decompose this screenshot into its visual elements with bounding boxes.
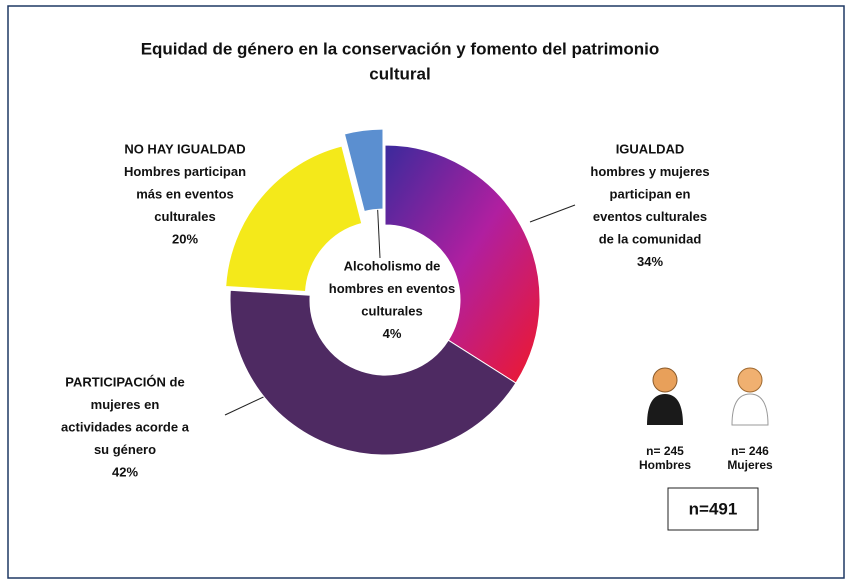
value-label: 20% — [172, 231, 198, 246]
slice-label: NO HAY IGUALDAD — [124, 141, 245, 156]
slice-label: Hombres participan — [124, 164, 246, 179]
slice-label: participan en — [610, 186, 691, 201]
chart-title: cultural — [369, 64, 430, 83]
frame — [7, 5, 845, 579]
slice-label: más en eventos — [136, 186, 234, 201]
man-icon — [647, 367, 683, 425]
leader-line — [529, 204, 576, 223]
slice-label: PARTICIPACIÓN de — [65, 374, 184, 389]
woman-icon — [731, 367, 769, 426]
annotation: Hombres — [639, 458, 691, 472]
value-label: 42% — [112, 464, 138, 479]
pie-slice — [384, 144, 541, 384]
annotation: n= 246 — [731, 444, 769, 458]
value-label: 34% — [637, 254, 663, 269]
total-box — [667, 487, 759, 531]
slice-label: hombres y mujeres — [590, 164, 709, 179]
value-label: 4% — [383, 326, 402, 341]
slice-label: hombres en eventos — [329, 281, 455, 296]
annotation: n= 245 — [646, 444, 684, 458]
slice-label: culturales — [154, 209, 215, 224]
pie-slice — [343, 128, 384, 213]
pie-slice — [229, 289, 517, 456]
pie-slice — [225, 145, 363, 292]
slice-label: mujeres en — [91, 397, 160, 412]
slice-label: IGUALDAD — [616, 141, 685, 156]
slice-label: su género — [94, 442, 156, 457]
slice-label: actividades acorde a — [61, 419, 190, 434]
slice-label: culturales — [361, 303, 422, 318]
slice-label: Alcoholismo de — [344, 258, 441, 273]
annotation: n=491 — [689, 499, 738, 518]
slice-label: eventos culturales — [593, 209, 707, 224]
slice-label: de la comunidad — [599, 231, 702, 246]
chart-title: Equidad de género en la conservación y f… — [141, 39, 660, 58]
annotation: Mujeres — [727, 458, 773, 472]
